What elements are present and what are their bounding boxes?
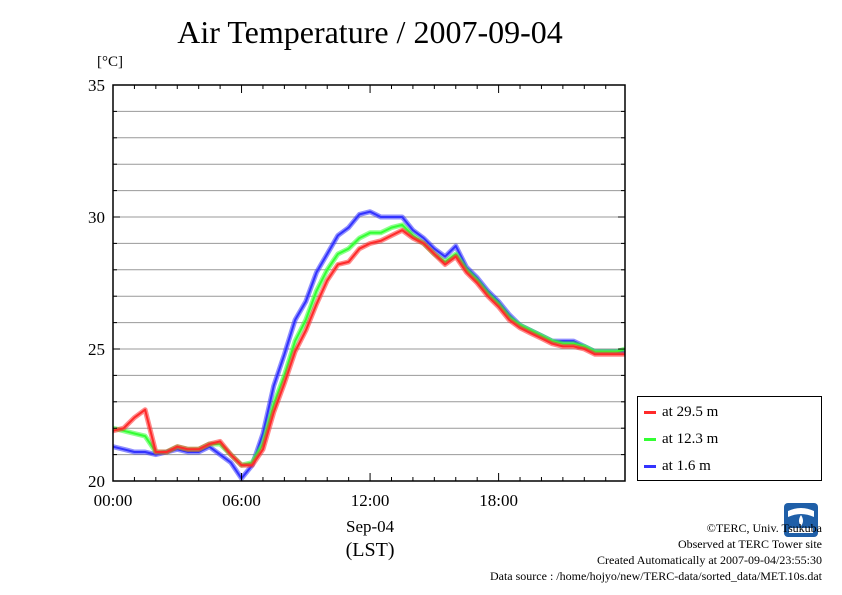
series-line <box>112 229 625 467</box>
grid-lines <box>113 110 625 456</box>
x-tick-label: 12:00 <box>351 491 390 510</box>
legend-item: at 29.5 m <box>644 402 718 422</box>
series-line-halo <box>112 227 625 468</box>
legend-swatch <box>644 410 656 414</box>
observation-site-text: Observed at TERC Tower site <box>677 537 822 551</box>
legend-item: at 12.3 m <box>644 429 718 449</box>
x-axis-label: (LST) <box>346 539 395 561</box>
y-axis-unit: [°C] <box>97 54 123 70</box>
axis-ticks <box>112 84 625 482</box>
copyright-text: ©TERC, Univ. Tsukuba <box>706 521 822 535</box>
y-tick-label: 30 <box>88 208 105 227</box>
y-tick-label: 35 <box>88 76 105 95</box>
series-lines <box>112 209 626 481</box>
y-tick-label: 20 <box>88 472 105 491</box>
axis-labels: 20 25 30 35 00:00 06:00 12:00 18:00 Sep-04 (LST) <box>88 76 518 561</box>
series-line-halo <box>112 222 626 468</box>
x-tick-label: 18:00 <box>479 491 518 510</box>
legend: at 29.5 m at 12.3 m at 1.6 m <box>637 396 822 481</box>
x-tick-label: 00:00 <box>94 491 133 510</box>
chart-title: Air Temperature / 2007-09-04 <box>177 14 563 50</box>
data-source-text: Data source : /home/hojyo/new/TERC-data/… <box>489 569 822 583</box>
credits: ©TERC, Univ. Tsukuba Observed at TERC To… <box>490 520 822 584</box>
legend-swatch <box>644 437 656 441</box>
legend-item: at 1.6 m <box>644 456 711 476</box>
x-tick-label: 06:00 <box>222 491 261 510</box>
legend-label: at 1.6 m <box>662 457 711 474</box>
legend-label: at 29.5 m <box>662 403 719 420</box>
plot-frame <box>112 84 626 482</box>
legend-swatch <box>644 464 656 468</box>
series-line <box>112 223 626 467</box>
y-tick-label: 25 <box>88 340 105 359</box>
legend-label: at 12.3 m <box>662 430 719 447</box>
series-line <box>112 210 625 480</box>
date-label: Sep-04 <box>346 517 395 536</box>
series-line-halo <box>112 209 625 481</box>
terc-logo-icon <box>784 503 818 537</box>
created-timestamp-text: Created Automatically at 2007-09-04/23:5… <box>597 553 822 567</box>
